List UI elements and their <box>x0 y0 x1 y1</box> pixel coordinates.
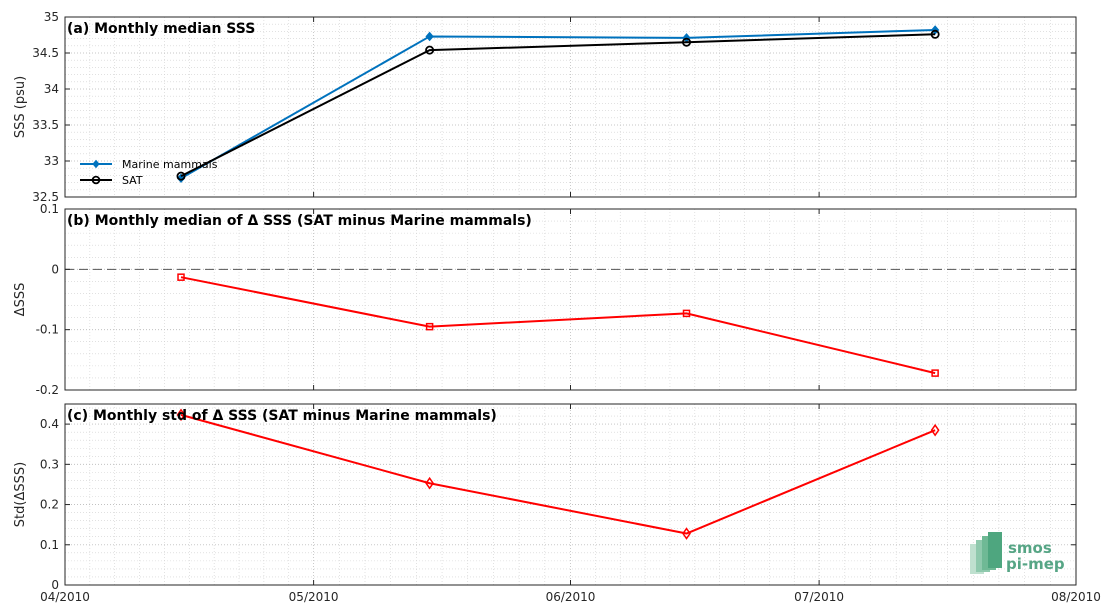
y-tick-label: 0.2 <box>40 498 59 512</box>
logo-line2: pi-mep <box>1006 555 1065 573</box>
series-1 <box>176 408 940 540</box>
y-tick-label: 0.4 <box>40 417 59 431</box>
tick-marks <box>64 16 1077 198</box>
y-axis-label: SSS (psu) <box>13 76 28 138</box>
y-tick-label: -0.1 <box>36 323 59 337</box>
data-point <box>682 309 691 318</box>
series-line <box>180 413 936 535</box>
data-point <box>930 423 940 437</box>
data-point <box>176 171 186 181</box>
series-line <box>180 33 936 178</box>
legend-swatch-marker <box>92 159 100 169</box>
data-point <box>425 476 435 490</box>
data-point <box>930 29 940 39</box>
panel-1: 32.5 33 33.5 34 34.5 35 SSS (psu) Marine mammal… <box>13 10 1077 204</box>
tick-marks <box>64 208 1077 391</box>
panel-title: (a) Monthly median SSS <box>67 21 255 37</box>
series-2 <box>176 29 940 181</box>
grid <box>64 16 1077 198</box>
data-point <box>425 322 434 331</box>
grid <box>64 404 1077 586</box>
y-axis-label: Std(ΔSSS) <box>13 462 28 527</box>
smos-pi-mep-logo: smos pi-mep <box>970 532 1065 574</box>
series-1 <box>176 25 940 184</box>
data-point <box>176 408 186 422</box>
y-tick-label: 0 <box>51 578 59 592</box>
x-tick-labels: 04/2010 05/2010 06/2010 07/2010 08/2010 <box>40 590 1101 604</box>
legend-entry: SAT <box>122 174 143 187</box>
y-tick-labels: 32.5 33 33.5 34 34.5 35 <box>32 10 59 204</box>
legend-entry: Marine mammals <box>122 158 218 171</box>
grid <box>64 208 1077 391</box>
data-point <box>682 527 691 540</box>
y-tick-label: 34.5 <box>32 46 59 60</box>
series-line <box>180 28 936 180</box>
y-tick-label: 0.3 <box>40 457 59 471</box>
y-tick-label: 35 <box>44 10 59 24</box>
x-tick-label: 04/2010 <box>40 590 90 604</box>
data-point <box>682 37 692 47</box>
y-tick-label: 33.5 <box>32 118 59 132</box>
y-tick-labels: 0 0.1 0.2 0.3 0.4 <box>40 417 59 592</box>
y-tick-label: 34 <box>44 82 59 96</box>
legend-swatch-marker <box>91 175 101 185</box>
x-tick-label: 05/2010 <box>289 590 339 604</box>
y-tick-label: -0.2 <box>36 383 59 397</box>
y-tick-label: 33 <box>44 154 59 168</box>
panel-3: 0 0.1 0.2 0.3 0.4 04/2010 05/2010 06/2010 07/201… <box>13 403 1101 604</box>
series-line <box>180 276 936 375</box>
y-tick-label: 0.1 <box>40 202 59 216</box>
logo-icon <box>970 532 1002 574</box>
x-tick-label: 06/2010 <box>546 590 596 604</box>
panel-title: (b) Monthly median of Δ SSS (SAT minus M… <box>67 213 532 229</box>
y-axis-label: ΔSSS <box>13 283 28 317</box>
legend: Marine mammals SAT <box>80 158 218 187</box>
data-point <box>931 369 939 377</box>
y-tick-label: 32.5 <box>32 190 59 204</box>
data-point <box>177 273 185 281</box>
data-point <box>425 31 434 42</box>
tick-marks <box>64 404 1077 586</box>
panel-2: -0.2 -0.1 0 0.1 ΔSSS (b) Monthly median of Δ … <box>13 202 1077 397</box>
y-tick-labels: -0.2 -0.1 0 0.1 <box>36 202 59 397</box>
logo-line1: smos <box>1008 539 1052 557</box>
x-tick-label: 08/2010 <box>1051 590 1101 604</box>
x-tick-label: 07/2010 <box>794 590 844 604</box>
panel-title: (c) Monthly std of Δ SSS (SAT minus Mari… <box>67 408 497 424</box>
y-tick-label: 0.1 <box>40 538 59 552</box>
data-point <box>425 45 435 55</box>
y-tick-label: 0 <box>51 262 59 276</box>
series-1 <box>177 273 939 377</box>
